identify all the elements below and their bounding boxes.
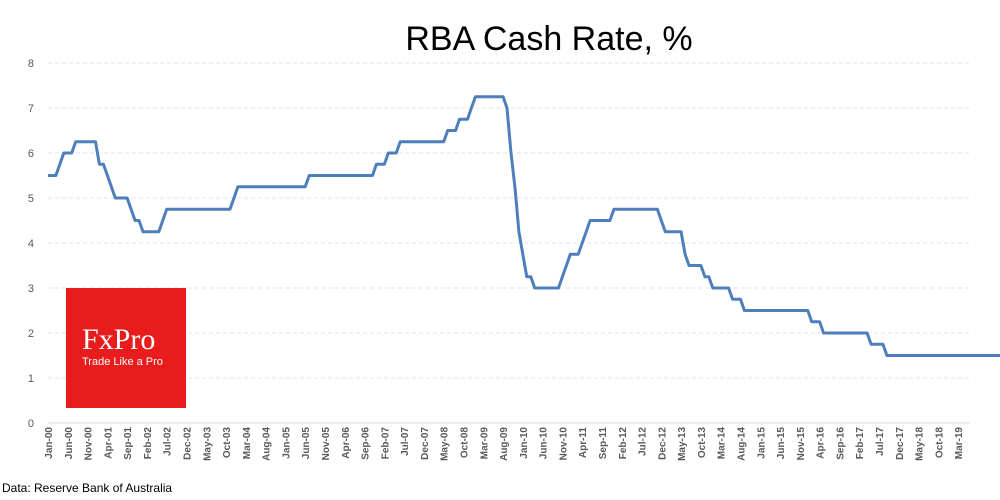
- x-tick-label: Sep-11: [598, 427, 609, 460]
- x-tick-label: Apr-06: [341, 427, 352, 459]
- x-tick-label: Mar-14: [717, 427, 728, 460]
- y-tick-label: 3: [28, 283, 34, 295]
- y-tick-label: 4: [28, 238, 34, 250]
- x-tick-label: Feb-12: [618, 427, 629, 460]
- x-tick-label: Jun-10: [539, 427, 550, 460]
- x-tick-label: May-13: [677, 427, 688, 461]
- x-tick-label: Mar-09: [479, 427, 490, 460]
- x-tick-label: Sep-06: [361, 427, 372, 460]
- x-tick-label: Jan-05: [281, 427, 292, 459]
- x-tick-label: Apr-16: [816, 427, 827, 459]
- logo-tagline: Trade Like a Pro: [82, 356, 163, 368]
- gridlines: [48, 62, 970, 424]
- x-tick-label: Dec-07: [420, 427, 431, 460]
- y-tick-label: 7: [28, 103, 34, 115]
- x-tick-label: Apr-11: [578, 427, 589, 459]
- x-tick-label: Oct-03: [222, 427, 233, 459]
- x-tick-label: Jun-00: [64, 427, 75, 460]
- x-tick-label: Nov-10: [558, 427, 569, 461]
- x-tick-label: Jun-15: [776, 427, 787, 460]
- y-tick-label: 1: [28, 373, 34, 385]
- y-tick-label: 5: [28, 193, 34, 205]
- x-tick-label: Aug-14: [736, 427, 747, 461]
- x-tick-label: Mar-19: [954, 427, 965, 460]
- x-tick-label: Nov-00: [84, 427, 95, 461]
- x-tick-label: May-03: [202, 427, 213, 461]
- source-note: Data: Reserve Bank of Australia: [2, 481, 172, 495]
- x-tick-label: Oct-18: [934, 427, 945, 459]
- series: [48, 95, 1000, 357]
- x-tick-label: Dec-02: [182, 427, 193, 460]
- x-tick-label: Nov-05: [321, 427, 332, 461]
- x-tick-label: Dec-17: [895, 427, 906, 460]
- x-tick-label: Feb-17: [855, 427, 866, 460]
- x-tick-label: Jan-15: [756, 427, 767, 459]
- x-axis: Jan-00 Jun-00 Nov-00 Apr-01 Sep-01 Feb-02 Jul-…: [44, 427, 965, 461]
- x-tick-label: Jan-10: [519, 427, 530, 459]
- x-tick-label: Jul-17: [875, 427, 886, 456]
- x-tick-label: Jul-07: [400, 427, 411, 456]
- x-tick-label: Jul-12: [638, 427, 649, 456]
- x-tick-label: Nov-15: [796, 427, 807, 461]
- x-tick-label: Jul-02: [163, 427, 174, 456]
- fxpro-logo: FxPro Trade Like a Pro: [66, 288, 186, 408]
- x-tick-label: Aug-09: [499, 427, 510, 461]
- x-tick-label: Jan-00: [44, 427, 55, 459]
- series-line-rba-cash-rate: [48, 95, 1000, 357]
- y-tick-label: 2: [28, 328, 34, 340]
- x-tick-label: Dec-12: [657, 427, 668, 460]
- x-tick-label: Sep-01: [123, 427, 134, 460]
- x-tick-label: May-08: [440, 427, 451, 461]
- y-tick-label: 0: [28, 418, 34, 430]
- y-tick-label: 8: [28, 58, 34, 70]
- x-tick-label: Feb-02: [143, 427, 154, 460]
- x-tick-label: Jun-05: [301, 427, 312, 460]
- x-tick-label: Aug-04: [262, 427, 273, 461]
- y-axis: 0 1 2 3 4 5 6 7 8: [28, 58, 34, 430]
- x-tick-label: Feb-07: [380, 427, 391, 460]
- chart-title: RBA Cash Rate, %: [405, 20, 692, 58]
- x-tick-label: Mar-04: [242, 427, 253, 460]
- x-tick-label: Apr-01: [103, 427, 114, 459]
- x-tick-label: May-18: [915, 427, 926, 461]
- logo-name: FxPro: [82, 323, 156, 356]
- x-tick-label: Oct-13: [697, 427, 708, 459]
- x-tick-label: Oct-08: [459, 427, 470, 459]
- x-tick-label: Sep-16: [835, 427, 846, 460]
- y-tick-label: 6: [28, 148, 34, 160]
